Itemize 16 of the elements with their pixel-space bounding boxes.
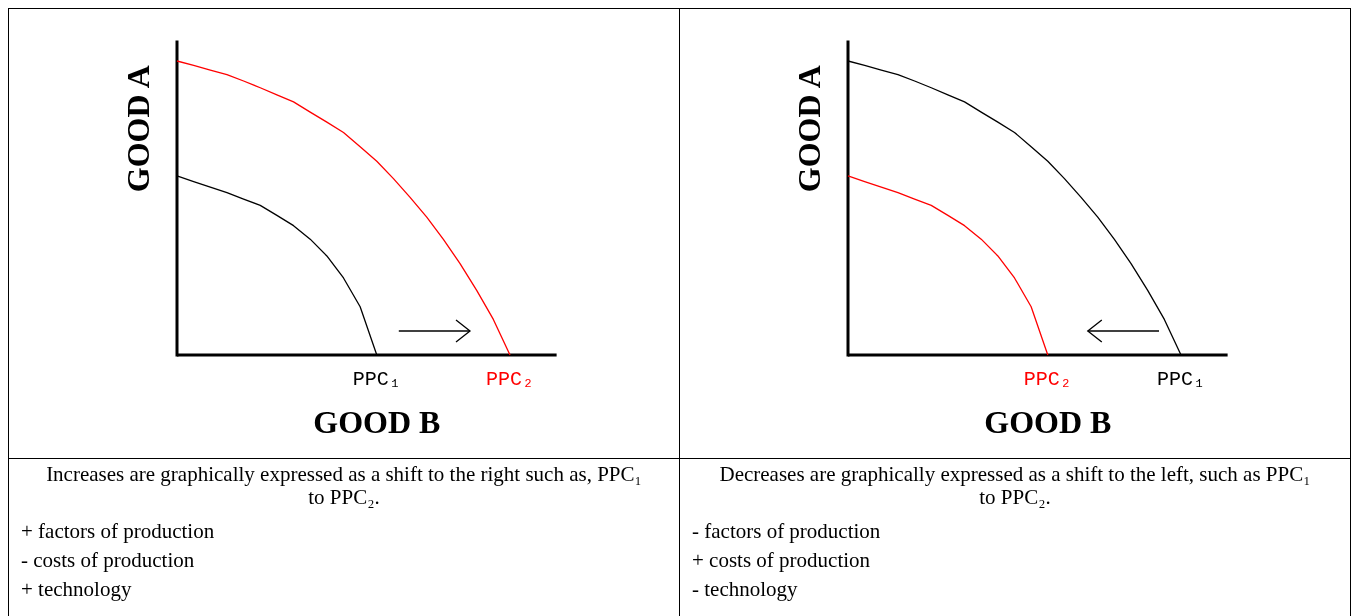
text: + costs of production	[692, 547, 872, 574]
series-label: PPC₂	[485, 368, 535, 391]
x-axis-title: GOOD B	[984, 404, 1112, 440]
series-label: PPC₁	[1156, 368, 1206, 391]
text: - factors of production	[692, 518, 882, 545]
text: Increases are graphically expressed as a shift to the right such as, PPC₁ to PPC₂.	[45, 462, 643, 509]
text: - costs of production	[21, 547, 196, 574]
text: + technology	[21, 576, 133, 603]
text: + factors of production	[21, 518, 216, 545]
y-axis-title: GOOD A	[120, 65, 156, 193]
y-axis-title: GOOD A	[791, 65, 827, 193]
x-axis-title: GOOD B	[313, 404, 441, 440]
series-label: PPC₁	[352, 368, 401, 391]
text: - technology	[692, 576, 799, 603]
text: Decreases are graphically expressed as a shift to the left, such as PPC₁ to PPC₂.	[718, 462, 1312, 509]
series-label: PPC₂	[1023, 368, 1072, 391]
